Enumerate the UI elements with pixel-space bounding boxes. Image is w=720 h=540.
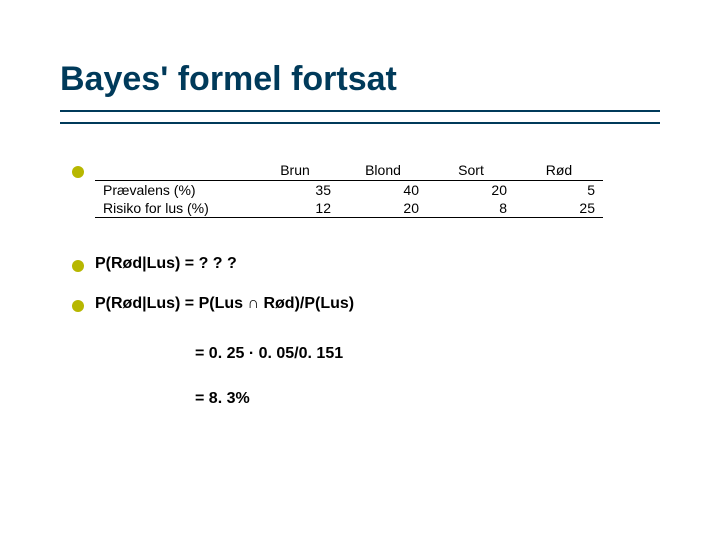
title-rule-top [60,110,660,112]
col-brun: Brun [251,160,339,181]
cell: 25 [515,199,603,218]
col-rod: Rød [515,160,603,181]
cell: 40 [339,181,427,200]
data-table: Brun Blond Sort Rød Prævalens (%) 35 40 … [95,160,603,218]
row-label-prevalens: Prævalens (%) [95,181,251,200]
table-corner [95,160,251,181]
table-row: Prævalens (%) 35 40 20 5 [95,181,603,200]
title-rule-bottom [60,122,660,124]
equation-line-3: = 0. 25 · 0. 05/0. 151 [195,345,343,363]
cell: 5 [515,181,603,200]
equation-line-2: P(Rød|Lus) = P(Lus ∩ Rød)/P(Lus) [95,295,354,313]
table-row: Risiko for lus (%) 12 20 8 25 [95,199,603,218]
cell: 20 [427,181,515,200]
cell: 12 [251,199,339,218]
bullet-line2 [72,300,84,312]
col-sort: Sort [427,160,515,181]
row-label-risiko: Risiko for lus (%) [95,199,251,218]
cell: 20 [339,199,427,218]
cell: 35 [251,181,339,200]
equation-line-4: = 8. 3% [195,390,250,408]
equation-line-1: P(Rød|Lus) = ? ? ? [95,255,237,273]
slide-title: Bayes' formel fortsat [60,60,397,99]
col-blond: Blond [339,160,427,181]
bullet-table [72,166,84,178]
cell: 8 [427,199,515,218]
bullet-line1 [72,260,84,272]
